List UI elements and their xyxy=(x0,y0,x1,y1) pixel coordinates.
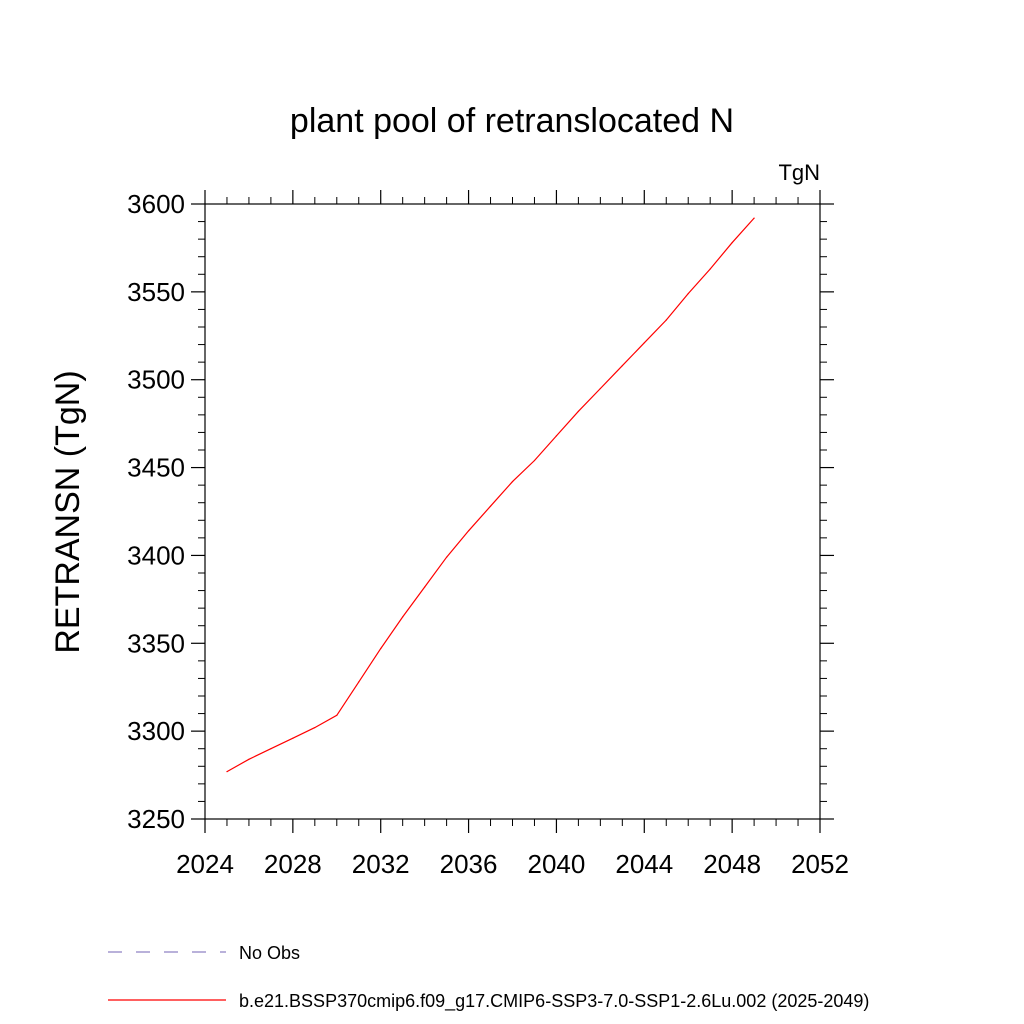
y-axis-label: RETRANSN (TgN) xyxy=(49,370,87,653)
x-tick-label: 2052 xyxy=(791,849,849,879)
y-tick-label: 3450 xyxy=(127,453,185,483)
legend-entry-label: b.e21.BSSP370cmip6.f09_g17.CMIP6-SSP3-7.… xyxy=(239,991,869,1012)
plot-frame xyxy=(204,203,821,820)
data-point xyxy=(314,727,316,729)
data-point xyxy=(292,737,294,739)
data-point xyxy=(358,681,360,683)
x-tick-label: 2044 xyxy=(615,849,673,879)
data-point xyxy=(402,616,404,618)
units-label: TgN xyxy=(778,160,820,185)
data-point xyxy=(270,748,272,750)
data-point xyxy=(621,365,623,367)
series-line xyxy=(226,217,755,773)
y-tick-label: 3600 xyxy=(127,189,185,219)
data-point xyxy=(753,217,755,219)
data-point xyxy=(533,459,536,462)
data-point xyxy=(468,530,470,532)
data-point xyxy=(687,293,689,295)
plot-area: 2024 2028 2032 2036 2040 2044 2048 2052 3250 3300… xyxy=(127,189,849,879)
data-point xyxy=(643,342,645,344)
data-point xyxy=(336,714,338,716)
data-point xyxy=(511,481,514,483)
data-point xyxy=(248,758,250,760)
data-point xyxy=(665,319,667,321)
data-point xyxy=(446,556,448,558)
data-point xyxy=(731,242,733,244)
y-tick-label: 3250 xyxy=(127,804,185,834)
data-point xyxy=(577,410,580,412)
chart-title: plant pool of retranslocated N xyxy=(290,102,734,140)
data-point xyxy=(489,505,492,507)
x-tick-label: 2048 xyxy=(703,849,761,879)
x-tick-label: 2032 xyxy=(352,849,410,879)
y-tick-label: 3300 xyxy=(127,716,185,746)
data-point xyxy=(380,648,382,650)
legend-entry-label: No Obs xyxy=(239,943,300,963)
x-tick-label: 2036 xyxy=(440,849,498,879)
y-tick-label: 3400 xyxy=(127,540,185,570)
data-point xyxy=(599,387,602,390)
data-point xyxy=(226,771,228,773)
x-tick-label: 2040 xyxy=(528,849,586,879)
data-point xyxy=(709,268,711,270)
x-tick-label: 2024 xyxy=(176,849,234,879)
data-point xyxy=(424,586,426,588)
legend: No Obs b.e21.BSSP370cmip6.f09_g17.CMIP6-S… xyxy=(108,943,869,1012)
y-tick-label: 3350 xyxy=(127,628,185,658)
data-point xyxy=(555,435,558,437)
x-tick-label: 2028 xyxy=(264,849,322,879)
y-tick-label: 3550 xyxy=(127,277,185,307)
y-tick-label: 3500 xyxy=(127,365,185,395)
